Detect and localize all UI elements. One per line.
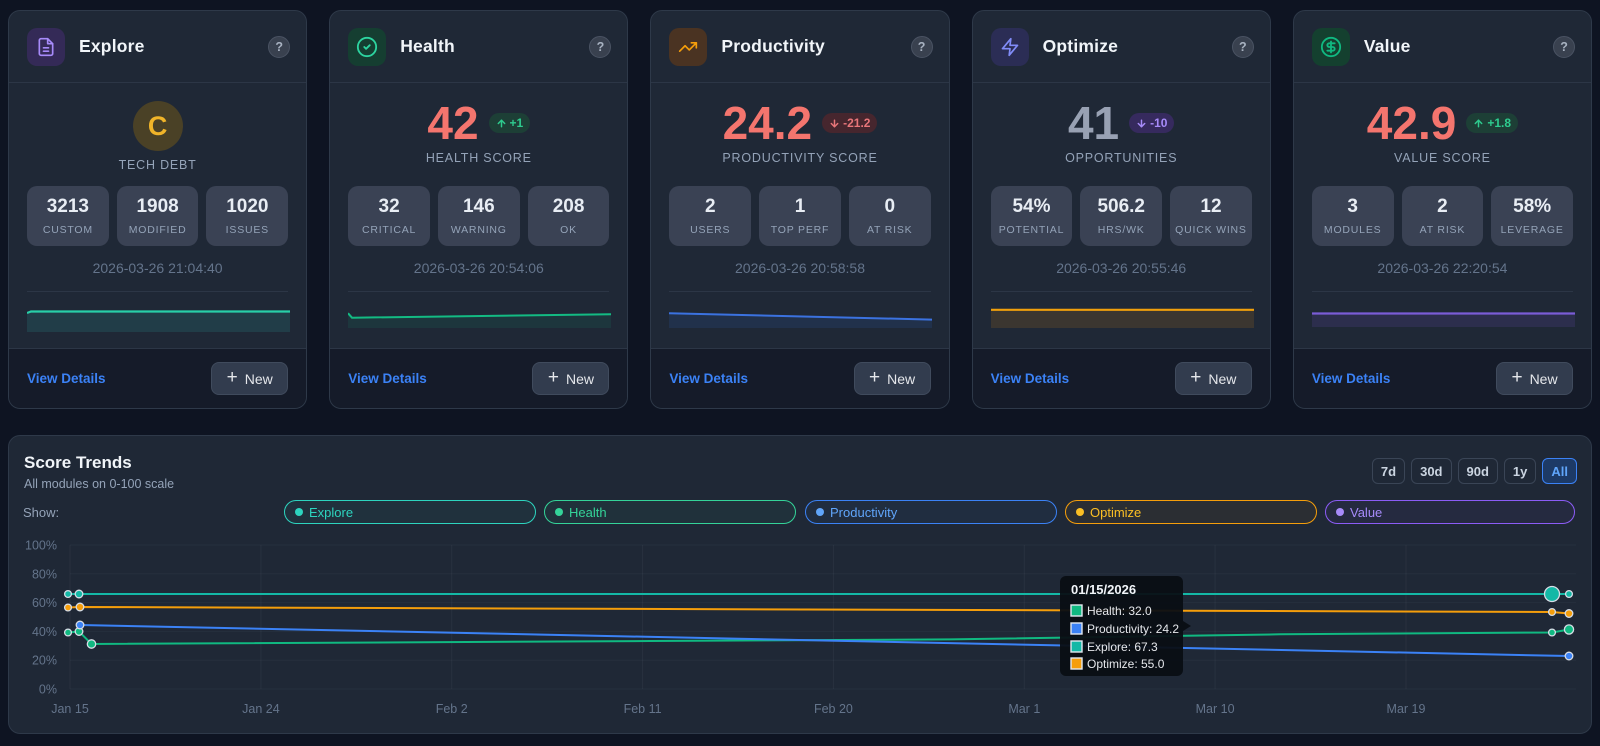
svg-text:Explore: 67.3: Explore: 67.3 [1087, 640, 1158, 654]
svg-text:Feb 11: Feb 11 [624, 702, 662, 716]
svg-text:40%: 40% [32, 625, 57, 639]
svg-text:80%: 80% [32, 567, 57, 581]
svg-text:0%: 0% [39, 683, 57, 697]
svg-text:100%: 100% [25, 539, 57, 553]
svg-text:Optimize: 55.0: Optimize: 55.0 [1087, 657, 1165, 671]
svg-text:Feb 20: Feb 20 [814, 702, 853, 716]
svg-text:Jan 15: Jan 15 [51, 702, 89, 716]
svg-text:20%: 20% [32, 654, 57, 668]
svg-text:Mar 10: Mar 10 [1196, 702, 1235, 716]
svg-text:Productivity: 24.2: Productivity: 24.2 [1087, 622, 1179, 636]
svg-text:Mar 19: Mar 19 [1387, 702, 1426, 716]
svg-text:Mar 1: Mar 1 [1008, 702, 1040, 716]
svg-text:01/15/2026: 01/15/2026 [1071, 582, 1136, 597]
svg-text:Feb 2: Feb 2 [436, 702, 468, 716]
svg-text:Health: 32.0: Health: 32.0 [1087, 604, 1152, 618]
svg-text:Jan 24: Jan 24 [242, 702, 280, 716]
svg-text:60%: 60% [32, 596, 57, 610]
